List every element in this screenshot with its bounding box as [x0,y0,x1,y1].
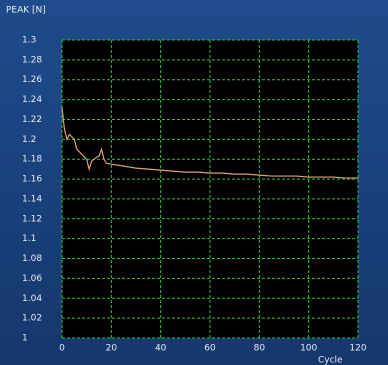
y-tick-label: 1.12 [22,214,42,224]
x-tick-label: 100 [300,344,317,354]
x-tick-label: 40 [155,344,167,354]
y-tick-label: 1.16 [22,175,42,185]
plot-area [62,40,358,338]
data-line [61,107,358,179]
y-tick-label: 1.14 [22,194,42,204]
x-tick-label: 80 [254,344,266,354]
y-tick-label: 1.26 [22,75,42,85]
y-tick-label: 1.06 [22,274,42,284]
x-tick-label: 120 [349,344,366,354]
y-tick-label: 1.24 [22,95,42,105]
y-tick-label: 1.1 [22,234,36,244]
y-tick-label: 1 [22,334,28,344]
x-tick-label: 60 [204,344,216,354]
y-tick-label: 1.22 [22,115,42,125]
chart-title: PEAK [N] [6,6,46,16]
x-tick-label: 20 [106,344,118,354]
y-tick-label: 1.08 [22,254,42,264]
y-tick-label: 1.2 [22,135,36,145]
y-tick-label: 1.18 [22,155,42,165]
y-tick-label: 1.04 [22,294,42,304]
x-axis-label: Cycle [318,356,343,365]
y-tick-label: 1.02 [22,314,42,324]
y-tick-label: 1.3 [22,36,36,46]
x-tick-label: 0 [59,344,65,354]
y-tick-label: 1.28 [22,55,42,65]
